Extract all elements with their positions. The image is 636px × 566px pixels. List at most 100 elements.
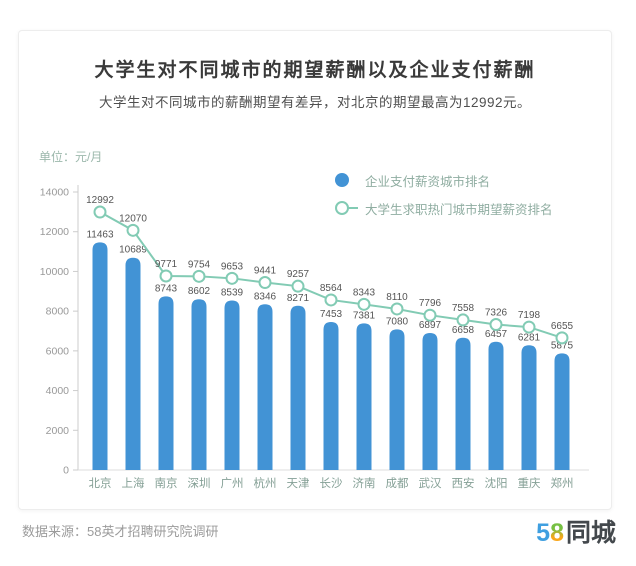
- x-tick-label: 济南: [353, 476, 376, 490]
- x-tick-label: 重庆: [518, 476, 541, 490]
- bar: [224, 300, 240, 470]
- line-value-label: 12070: [119, 213, 147, 224]
- y-tick-label: 14000: [40, 187, 69, 199]
- line-point: [324, 293, 338, 307]
- bar-value-label: 5875: [551, 340, 574, 351]
- line-point: [258, 276, 272, 290]
- line-value-label: 6655: [551, 321, 574, 332]
- chart-subtitle: 大学生对不同城市的薪酬期望有差异，对北京的期望最高为12992元。: [98, 95, 532, 110]
- bar-value-label: 8539: [221, 287, 244, 298]
- bar-value-label: 6457: [485, 329, 508, 340]
- chart-legend: 企业支付薪资城市排名 大学生求职热门城市期望薪资排名: [335, 166, 553, 222]
- bar: [422, 333, 438, 470]
- x-tick-label: 成都: [386, 477, 409, 490]
- x-tick-label: 沈阳: [485, 476, 508, 490]
- bar: [257, 304, 273, 470]
- line-point: [423, 308, 437, 322]
- x-tick-label: 上海: [122, 476, 145, 490]
- line-value-label: 9771: [155, 259, 178, 270]
- bar: [125, 257, 141, 470]
- bar-value-label: 6897: [419, 320, 442, 331]
- line-point: [456, 313, 470, 327]
- y-tick-label: 12000: [40, 226, 69, 238]
- bar: [290, 305, 306, 470]
- line-point: [357, 297, 371, 311]
- bar-value-label: 6658: [452, 325, 475, 336]
- data-source-note: 数据来源：58英才招聘研究院调研: [22, 524, 219, 539]
- line-value-label: 9754: [188, 259, 211, 270]
- bar: [356, 323, 372, 470]
- y-tick-label: 10000: [40, 266, 69, 278]
- line-value-label: 7198: [518, 310, 541, 321]
- line-series-marker-icon: [335, 201, 359, 215]
- unit-label: 单位：元/月: [39, 150, 103, 164]
- line-value-label: 8343: [353, 287, 376, 298]
- line-point: [192, 269, 206, 283]
- line-point: [489, 318, 503, 332]
- y-tick-label: 4000: [46, 385, 70, 397]
- x-tick-label: 广州: [221, 477, 244, 490]
- y-tick-label: 0: [63, 465, 69, 477]
- line-value-label: 9441: [254, 266, 277, 277]
- bar-value-label: 6281: [518, 332, 541, 343]
- legend-label: 企业支付薪资城市排名: [365, 174, 491, 189]
- line-value-label: 9653: [221, 261, 244, 272]
- y-tick-label: 8000: [46, 306, 70, 318]
- bar: [521, 345, 537, 470]
- bar-value-label: 7453: [320, 309, 343, 320]
- line-value-label: 7796: [419, 298, 442, 309]
- line-value-label: 8564: [320, 283, 343, 294]
- x-tick-label: 长沙: [320, 477, 343, 490]
- x-tick-label: 南京: [155, 476, 178, 490]
- line-point: [555, 331, 569, 345]
- line-point: [390, 302, 404, 316]
- y-tick-label: 6000: [46, 345, 70, 357]
- bar: [92, 242, 108, 470]
- bar-value-label: 8346: [254, 291, 277, 302]
- chart-card: 大学生对不同城市的期望薪酬以及企业支付薪酬 大学生对不同城市的薪酬期望有差异，对…: [18, 30, 612, 510]
- x-tick-label: 深圳: [188, 476, 211, 490]
- line-point: [126, 223, 140, 237]
- legend-label: 大学生求职热门城市期望薪资排名: [365, 202, 553, 217]
- legend-item-expected-salary: 大学生求职热门城市期望薪资排名: [335, 194, 553, 222]
- bar: [191, 299, 207, 470]
- x-tick-label: 武汉: [419, 477, 442, 490]
- bar-value-label: 10689: [119, 245, 147, 256]
- bar: [455, 337, 471, 470]
- x-tick-label: 西安: [452, 476, 475, 490]
- bar: [554, 353, 570, 470]
- line-point: [159, 269, 173, 283]
- logo-digit-5: 5: [536, 519, 551, 547]
- line-point: [93, 205, 107, 219]
- bar: [323, 322, 339, 470]
- bar: [389, 329, 405, 470]
- line-point: [291, 279, 305, 293]
- salary-chart: 0 2000 4000 6000 8000 10000 12000 14000 11463 北京 1…: [40, 185, 589, 490]
- logo-text: 同城: [565, 519, 616, 547]
- line-point: [225, 271, 239, 285]
- x-tick-label: 杭州: [254, 476, 277, 490]
- line-value-label: 8110: [386, 292, 408, 303]
- logo-58tongcheng: 58同城: [536, 513, 616, 549]
- x-tick-label: 天津: [287, 477, 310, 490]
- line-value-label: 7558: [452, 303, 475, 314]
- bar-value-label: 11463: [86, 229, 114, 240]
- bar-value-label: 7381: [353, 310, 376, 321]
- bar-value-label: 8743: [155, 283, 178, 294]
- line-value-label: 12992: [86, 195, 114, 206]
- logo-digit-8: 8: [550, 519, 564, 547]
- y-tick-label: 2000: [46, 425, 70, 437]
- x-tick-label: 郑州: [551, 476, 574, 490]
- line-point: [522, 320, 536, 334]
- bar-series-marker-icon: [335, 173, 359, 187]
- bar: [488, 341, 504, 470]
- x-tick-label: 北京: [89, 476, 112, 490]
- bar-value-label: 8602: [188, 286, 211, 297]
- line-value-label: 7326: [485, 308, 508, 319]
- bar-value-label: 7080: [386, 316, 409, 327]
- legend-item-company-paid-salary: 企业支付薪资城市排名: [335, 166, 553, 194]
- line-value-label: 9257: [287, 269, 310, 280]
- chart-title: 大学生对不同城市的期望薪酬以及企业支付薪酬: [94, 60, 536, 81]
- bar: [158, 296, 174, 470]
- bar-value-label: 8271: [287, 293, 310, 304]
